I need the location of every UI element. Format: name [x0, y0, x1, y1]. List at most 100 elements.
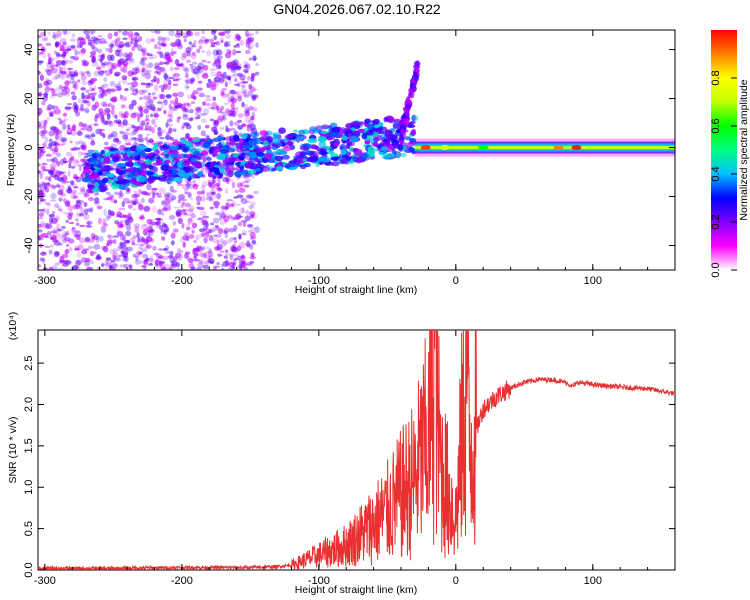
spectrogram-noise-blob: [38, 229, 43, 233]
spectrogram-noise-blob: [50, 63, 56, 68]
spectrogram-noise-blob: [100, 101, 108, 107]
snr-x-tick-label: -100: [308, 575, 330, 587]
spectrogram-noise-blob: [67, 205, 74, 212]
spectrogram-noise-blob: [105, 87, 112, 94]
spectrogram-noise-blob: [38, 216, 44, 220]
spectrogram-y-tick-label: 0: [23, 144, 35, 150]
spectrogram-noise-blob: [131, 241, 136, 246]
spectrogram-noise-blob: [185, 132, 190, 139]
spectrogram-noise-blob: [201, 73, 209, 79]
spectrogram-noise-blob: [73, 230, 80, 234]
spectrogram-noise-blob: [226, 198, 233, 202]
spectrogram-image: [38, 30, 675, 270]
spectrogram-noise-blob: [170, 260, 176, 264]
spectrogram-noise-blob: [107, 54, 113, 62]
spectrogram-noise-blob: [86, 72, 92, 78]
spectrogram-noise-blob: [85, 89, 90, 94]
spectrogram-noise-blob: [251, 73, 257, 77]
spectrogram-noise-blob: [233, 83, 241, 86]
spectrogram-noise-blob: [223, 230, 228, 235]
spectrogram-noise-blob: [240, 78, 246, 82]
spectrogram-noise-blob: [200, 210, 207, 216]
spectrogram-noise-blob: [68, 211, 74, 217]
spectrogram-noise-blob: [105, 61, 112, 67]
spectrogram-noise-blob: [181, 52, 188, 58]
spectrogram-noise-blob: [54, 41, 59, 48]
spectrogram-noise-blob: [131, 81, 139, 88]
spectrogram-noise-blob: [220, 212, 227, 219]
spectrogram-noise-blob: [187, 257, 194, 264]
spectrogram-noise-blob: [53, 146, 59, 153]
spectrogram-noise-blob: [51, 57, 58, 60]
spectrogram-noise-blob: [127, 212, 132, 217]
spectrogram-trace-blob: [293, 159, 301, 166]
spectrogram-noise-blob: [130, 37, 134, 45]
spectrogram-x-ticks: -300 -200 -100 0 100: [34, 30, 676, 287]
spectrogram-noise-blob: [78, 167, 82, 172]
spectrogram-noise-blob: [163, 61, 168, 65]
spectrogram-noise-blob: [87, 92, 93, 96]
spectrogram-noise-blob: [46, 69, 53, 76]
spectrogram-noise-blob: [233, 44, 237, 49]
spectrogram-noise-blob: [62, 235, 67, 238]
spectrogram-noise-blob: [220, 40, 224, 43]
spectrogram-noise-blob: [118, 207, 123, 211]
spectrogram-trace-blob: [410, 114, 419, 122]
spectrogram-noise-blob: [90, 30, 96, 34]
spectrogram-trace-blob: [90, 172, 100, 179]
spectrogram-noise-blob: [84, 236, 91, 243]
spectrogram-noise-blob: [208, 248, 212, 253]
spectrogram-noise-blob: [140, 190, 148, 196]
spectrogram-noise-blob: [56, 223, 61, 230]
spectrogram-noise-blob: [73, 50, 81, 55]
spectrogram-noise-blob: [131, 72, 137, 76]
spectrogram-noise-blob: [84, 134, 91, 138]
spectrogram-noise-blob: [155, 191, 159, 196]
spectrogram-noise-blob: [231, 110, 236, 118]
spectrogram-noise-blob: [126, 201, 133, 204]
spectrogram-noise-blob: [154, 217, 162, 221]
spectrogram-noise-blob: [236, 181, 243, 187]
spectrogram-noise-blob: [184, 83, 189, 91]
spectrogram-noise-blob: [241, 101, 245, 108]
spectrogram-noise-blob: [57, 92, 64, 98]
spectrogram-noise-blob: [86, 208, 92, 212]
spectrogram-noise-blob: [182, 107, 187, 113]
spectrogram-trace-blob: [384, 129, 391, 134]
spectrogram-noise-blob: [237, 125, 243, 130]
spectrogram-noise-blob: [145, 136, 149, 142]
spectrogram-noise-blob: [61, 119, 67, 123]
spectrogram-noise-blob: [74, 266, 81, 269]
spectrogram-noise-blob: [137, 238, 141, 243]
spectrogram-noise-blob: [205, 231, 210, 238]
spectrogram-noise-blob: [106, 239, 114, 244]
spectrogram-noise-blob: [235, 106, 239, 113]
spectrogram-noise-blob: [201, 59, 207, 63]
spectrogram-noise-blob: [146, 218, 153, 225]
spectrogram-noise-blob: [200, 166, 205, 173]
spectrogram-noise-blob: [195, 65, 202, 71]
spectrogram-noise-blob: [133, 41, 138, 48]
spectrogram-noise-blob: [184, 72, 189, 79]
spectrogram-noise-blob: [189, 63, 194, 69]
spectrogram-noise-blob: [131, 208, 138, 211]
spectrogram-noise-blob: [133, 43, 139, 49]
spectrogram-trace-blob: [235, 142, 244, 149]
spectrogram-noise-blob: [246, 240, 251, 247]
spectrogram-noise-blob: [98, 93, 103, 99]
spectrogram-noise-blob: [242, 261, 246, 264]
spectrogram-noise-blob: [41, 35, 48, 41]
spectrogram-noise-blob: [70, 44, 76, 49]
spectrogram-noise-blob: [97, 70, 105, 75]
spectrogram-noise-blob: [45, 223, 53, 229]
spectrogram-noise-blob: [214, 57, 221, 64]
spectrogram-noise-blob: [107, 234, 114, 240]
spectrogram-noise-blob: [210, 80, 216, 83]
spectrogram-noise-blob: [157, 208, 162, 215]
spectrogram-trace-blob: [172, 163, 178, 169]
spectrogram-noise-blob: [62, 123, 67, 130]
spectrogram-noise-blob: [38, 143, 41, 147]
spectrogram-trace-blob: [102, 153, 111, 157]
spectrogram-trace-blob: [157, 175, 168, 182]
spectrogram-noise-blob: [140, 112, 144, 118]
